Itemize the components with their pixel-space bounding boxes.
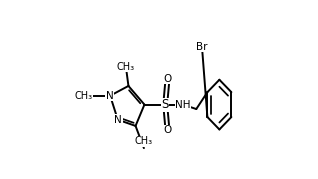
Text: NH: NH [175,100,191,110]
Text: CH₃: CH₃ [116,62,134,72]
Text: Br: Br [196,42,208,52]
Text: O: O [163,74,172,84]
Text: S: S [162,98,169,111]
Text: N: N [114,115,122,125]
Text: N: N [106,91,114,101]
Text: O: O [163,125,172,135]
Text: CH₃: CH₃ [135,136,153,146]
Text: CH₃: CH₃ [74,91,93,101]
